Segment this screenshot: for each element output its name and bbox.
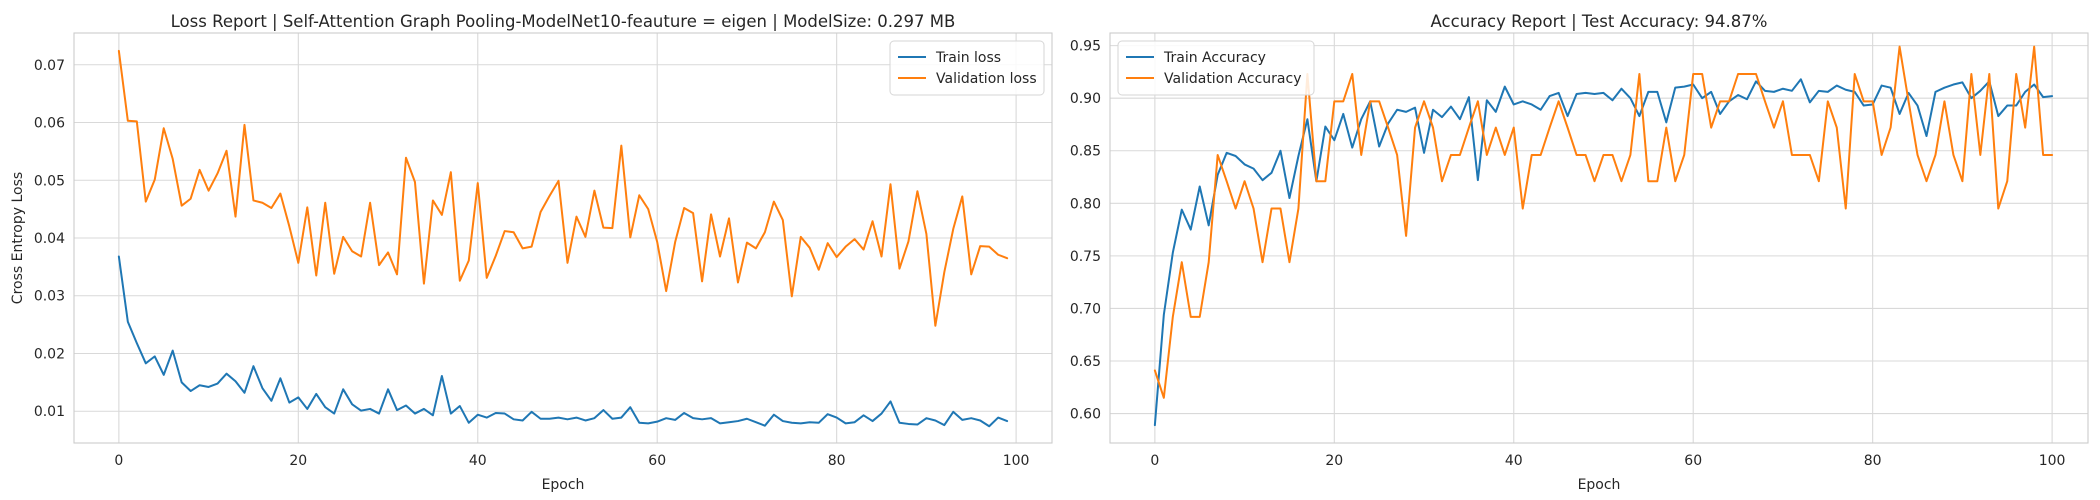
loss-x-tick-label: 100 (1003, 453, 1030, 469)
accuracy-y-ticks: 0.60 0.65 0.70 0.75 0.80 0.85 0.90 0.95 (1070, 39, 1101, 423)
loss-x-tick-label: 80 (828, 453, 846, 469)
legend-label-train-loss: Train loss (935, 50, 1001, 66)
accuracy-x-tick-label: 0 (1150, 453, 1159, 469)
accuracy-x-tick-label: 100 (2039, 453, 2066, 469)
accuracy-plot-area (1110, 33, 2088, 443)
loss-x-axis-label: Epoch (542, 477, 585, 493)
accuracy-chart-title: Accuracy Report | Test Accuracy: 94.87% (1431, 12, 1768, 31)
accuracy-gridlines (1110, 33, 2088, 443)
loss-y-tick-label: 0.01 (34, 404, 65, 420)
loss-x-tick-label: 40 (469, 453, 487, 469)
loss-chart-title: Loss Report | Self-Attention Graph Pooli… (171, 12, 956, 31)
accuracy-y-tick-label: 0.80 (1070, 196, 1101, 212)
accuracy-x-axis-label: Epoch (1578, 477, 1621, 493)
accuracy-y-tick-label: 0.85 (1070, 144, 1101, 160)
accuracy-y-tick-label: 0.70 (1070, 301, 1101, 317)
loss-x-tick-label: 60 (648, 453, 666, 469)
accuracy-series-layer (1153, 45, 2054, 427)
accuracy-legend-box (1117, 40, 1315, 96)
accuracy-x-tick-label: 40 (1505, 453, 1523, 469)
series-line-validation-accuracy (1153, 45, 2054, 399)
loss-gridlines (74, 33, 1052, 443)
loss-y-tick-label: 0.04 (34, 231, 65, 247)
series-line-train-loss (117, 255, 1009, 428)
loss-plot-frame (73, 32, 1053, 444)
loss-y-tick-label: 0.05 (34, 173, 65, 189)
loss-x-tick-label: 0 (114, 453, 123, 469)
loss-y-tick-label: 0.07 (34, 58, 65, 74)
accuracy-y-tick-label: 0.90 (1070, 91, 1101, 107)
loss-y-tick-label: 0.06 (34, 116, 65, 132)
accuracy-chart: 0 20 40 60 80 100 0.60 0.65 0.70 0.75 0.80 0.85 0.9… (1070, 12, 2089, 493)
legend-label-validation-accuracy: Validation Accuracy (1164, 71, 1302, 87)
loss-x-ticks: 0 20 40 60 80 100 (114, 453, 1029, 469)
loss-y-axis-label: Cross Entropy Loss (10, 172, 26, 304)
accuracy-y-tick-label: 0.75 (1070, 249, 1101, 265)
loss-y-tick-label: 0.02 (34, 346, 65, 362)
loss-x-tick-label: 20 (289, 453, 307, 469)
accuracy-x-ticks: 0 20 40 60 80 100 (1150, 453, 2065, 469)
loss-chart: 0 20 40 60 80 100 0.010.020.030.040.050.060.0… (10, 12, 1053, 493)
loss-legend-box (889, 40, 1045, 96)
series-line-validation-loss (117, 49, 1009, 327)
accuracy-plot-frame (1109, 32, 2089, 444)
accuracy-x-tick-label: 20 (1325, 453, 1343, 469)
accuracy-x-tick-label: 80 (1864, 453, 1882, 469)
accuracy-y-tick-label: 0.95 (1070, 39, 1101, 55)
accuracy-y-tick-label: 0.65 (1070, 354, 1101, 370)
accuracy-x-tick-label: 60 (1684, 453, 1702, 469)
legend-label-train-accuracy: Train Accuracy (1163, 50, 1266, 66)
legend-label-validation-loss: Validation loss (936, 71, 1037, 87)
loss-series-layer (117, 49, 1009, 428)
accuracy-legend: Train Accuracy Validation Accuracy (1117, 40, 1315, 96)
loss-y-tick-label: 0.03 (34, 289, 65, 305)
accuracy-y-tick-label: 0.60 (1070, 407, 1101, 423)
loss-y-ticks: 0.01 0.02 0.03 0.04 0.05 0.06 0.07 (34, 58, 65, 420)
loss-legend: Train loss Validation loss (889, 40, 1045, 96)
